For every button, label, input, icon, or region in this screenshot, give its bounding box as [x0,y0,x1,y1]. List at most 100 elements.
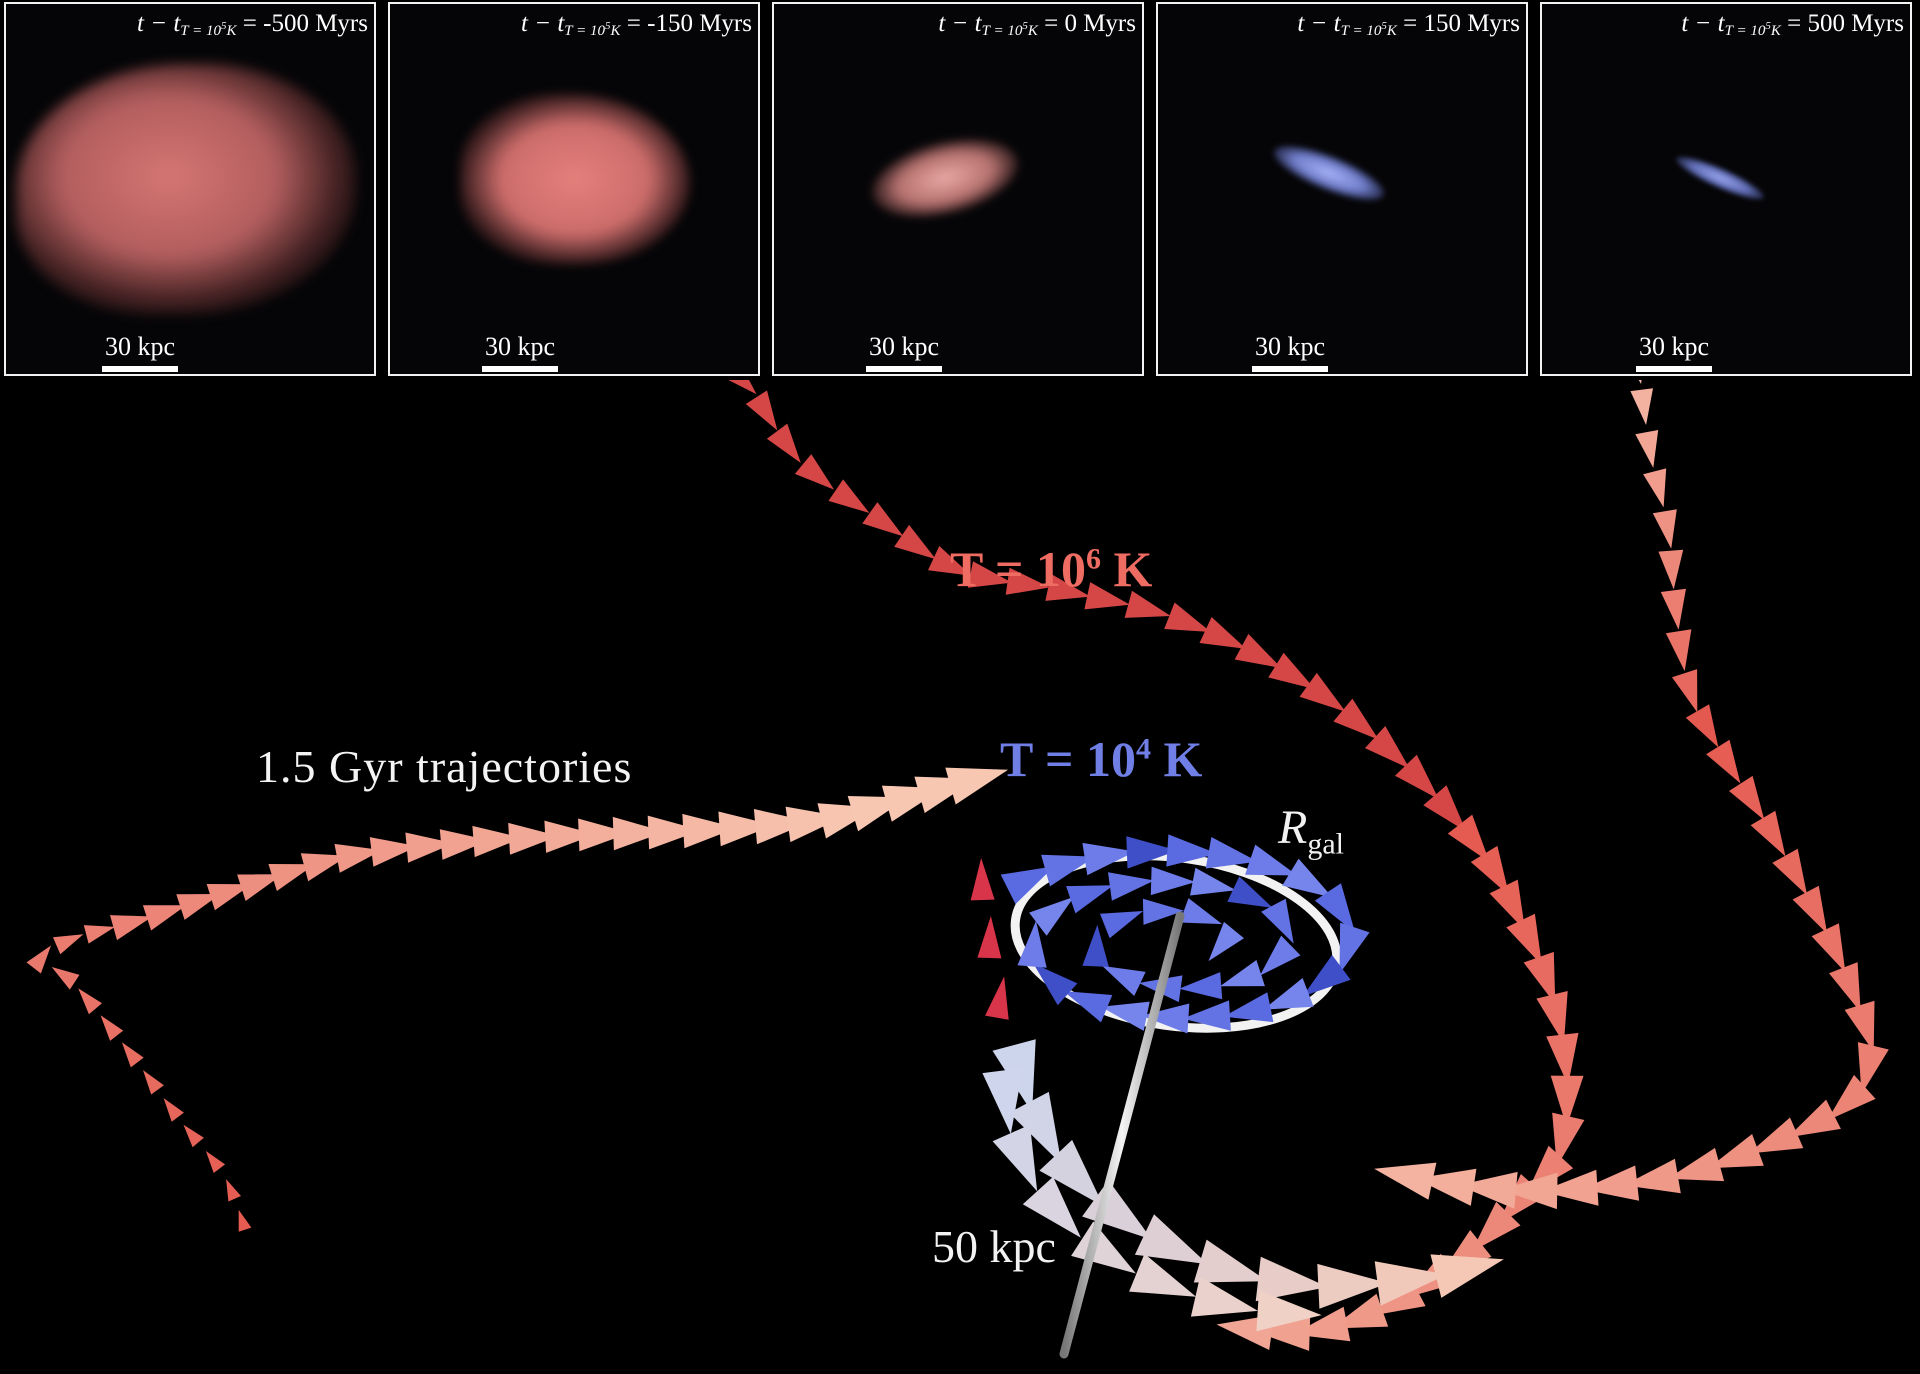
panel-500: t − tT = 105K = 500 Myrs 30 kpc [1540,2,1912,376]
trajectory-arrow [1792,885,1828,934]
trajectory-arrow [728,380,757,395]
trajectory-arrow [1039,1139,1104,1207]
trajectories-label: 1.5 Gyr trajectories [256,741,633,792]
trajectory-arrow [1536,991,1568,1044]
trajectory-arrow [1245,844,1298,876]
panel-time-label: t − tT = 105K = 150 Myrs [1297,10,1520,39]
trajectory-arrow [268,864,315,891]
trajectory-arrow [1190,867,1236,896]
trajectory-arrow [439,829,490,860]
trajectory-arrow [1029,896,1075,936]
trajectory-arrow [1423,785,1467,832]
panel-0: t − tT = 105K = 0 Myrs 30 kpc [772,2,1144,376]
scale-50kpc-label: 50 kpc [932,1221,1056,1272]
trajectory-arrow [985,976,1009,1020]
trajectory-arrow [1261,898,1294,944]
trajectory-arrow [1263,978,1314,1010]
panel-time-label: t − tT = 105K = -150 Myrs [521,10,752,39]
trajectory-arrow [1142,898,1185,925]
trajectory-arrow [1299,672,1346,712]
trajectory-arrow [1071,1221,1136,1274]
panel-minus-150: t − tT = 105K = -150 Myrs 30 kpc [388,2,760,376]
scale-bar [482,366,558,372]
trajectory-arrow [1141,1003,1190,1034]
trajectory-arrow [578,818,630,852]
scale-rod-50kpc [1059,911,1185,1359]
trajectory-arrow [300,853,348,882]
trajectory-arrow [1259,935,1301,976]
trajectory-arrow [1430,1254,1504,1298]
trajectory-arrow [1041,854,1095,887]
galaxy-radius-label: Rgal [1278,801,1344,861]
trajectory-arrow [1750,810,1786,857]
trajectory-arrow [1045,574,1091,601]
trajectory-arrow [1126,836,1178,869]
trajectory-arrow [53,934,84,955]
trajectory-arrow [1489,879,1526,931]
trajectory-arrow [237,874,283,901]
trajectory-arrow [508,822,559,855]
trajectory-arrow [472,825,523,858]
trajectory-arrow [1667,1147,1725,1182]
trajectory-arrow [1787,1099,1841,1138]
trajectory-arrow [1166,834,1218,867]
trajectory-arrow [1009,1091,1062,1165]
trajectory-arrow [100,1015,124,1041]
trajectory-arrow [1317,1263,1389,1309]
trajectory-arrow [1638,380,1642,385]
gas-cloud-image [863,124,1027,232]
trajectory-arrow [1205,837,1258,869]
trajectory-arrow [1333,698,1379,740]
trajectory-arrow [1190,1276,1258,1317]
trajectory-arrow [1395,754,1439,800]
trajectory-arrow [945,767,1009,805]
scale-bar-label: 30 kpc [104,332,176,361]
panel-150: t − tT = 105K = 150 Myrs 30 kpc [1156,2,1528,376]
trajectory-arrow [992,1124,1038,1192]
trajectory-arrow [1179,898,1223,925]
trajectory-arrow [1223,992,1274,1023]
trajectory-arrow [1658,549,1684,590]
trajectory-arrow [226,1179,241,1202]
trajectory-arrow [1772,848,1808,896]
trajectory-arrow [1193,1239,1268,1283]
trajectory-arrow [1022,1176,1081,1238]
trajectory-arrow [1208,921,1244,962]
panel-time-label: t − tT = 105K = -500 Myrs [137,10,368,39]
trajectory-arrow [1017,920,1047,968]
gas-cloud-image [16,64,356,314]
trajectory-arrow [1500,1172,1558,1210]
trajectory-arrow [1339,922,1370,974]
trajectory-arrow [1066,885,1114,914]
trajectory-arrow [1643,468,1667,508]
trajectory-arrow [794,454,835,490]
trajectory-arrow [369,837,418,867]
hot-temperature-label: T = 106 K [950,541,1153,597]
trajectory-arrow [1082,842,1136,876]
trajectory-arrow [83,925,115,944]
scale-bar-label: 30 kpc [1254,332,1326,361]
trajectory-arrow [163,1098,184,1122]
trajectory-arrow [612,816,666,851]
trajectory-arrow [1082,924,1109,967]
gas-cloud-image [460,94,690,264]
trajectory-arrow [1124,590,1171,618]
trajectory-arrow [1672,669,1698,713]
trajectory-arrows [26,380,1889,1359]
trajectory-arrow [1624,1158,1681,1194]
trajectory-arrow [1365,726,1410,769]
scale-bar [102,366,178,372]
trajectory-arrow [1471,1201,1521,1252]
trajectory-arrow [183,1124,204,1148]
trajectory-arrow [238,1209,252,1232]
trajectory-arrow [970,858,995,901]
trajectory-arrow [647,815,702,850]
trajectory-arrow [1706,739,1741,784]
trajectory-arrow [1256,1290,1322,1332]
trajectory-arrow [1857,1042,1889,1094]
trajectory-arrow [1844,1000,1875,1052]
trajectory-arrow [1033,963,1078,1006]
gas-cloud-image [1672,149,1768,207]
cold-temperature-label: T = 104 K [1000,731,1203,787]
trajectory-arrow [1129,1253,1197,1297]
